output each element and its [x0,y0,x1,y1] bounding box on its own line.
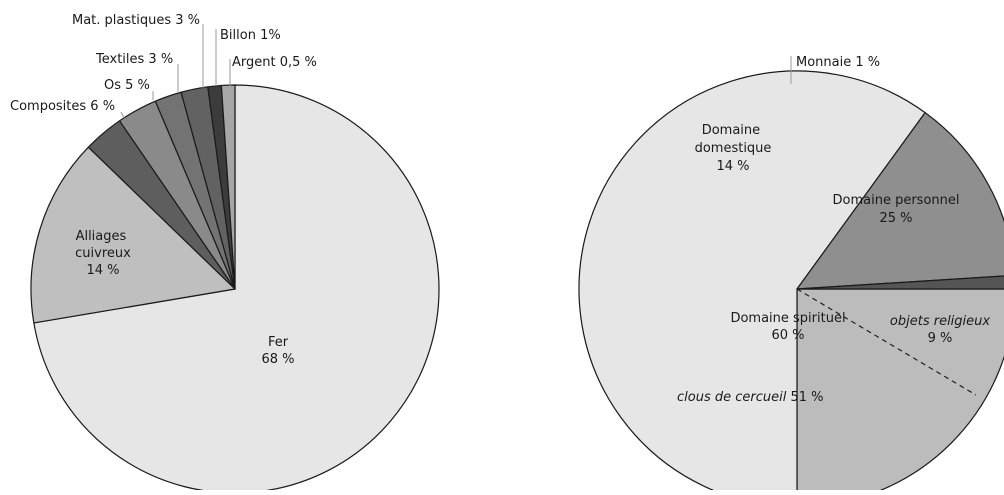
materials-slice-0 [33,84,440,494]
callout-plastiques: Mat. plastiques 3 % [72,13,200,28]
domains-slice-0 [796,288,1004,495]
domains-slice-2 [796,112,1004,290]
slice-label-spirituel: Domaine spirituel [730,311,845,326]
subpart-label-cercueil-value: 51 % [786,390,823,405]
slice-label-alliages-line1: Alliages [76,229,127,244]
domains-slice-3 [796,275,1004,290]
slice-value-alliages: 14 % [86,263,119,278]
slice-label-personnel: Domaine personnel [833,193,960,208]
slice-value-fer: 68 % [261,352,294,367]
slice-label-domestique: Domaine domestique [695,123,772,156]
subpart-label-religieux: objets religieux [890,314,990,329]
materials-slice-7 [220,84,236,290]
callout-monnaie: Monnaie 1 % [796,55,880,70]
subpart-value-religieux: 9 % [928,331,953,346]
leader-composites [120,111,125,119]
callout-lines-left [120,24,231,119]
slice-value-domestique: 14 % [716,159,749,174]
slice-value-personnel: 25 % [879,211,912,226]
callout-textiles: Textiles 3 % [95,52,173,67]
slice-label-domestique-line1: Domaine [702,123,760,138]
callout-argent: Argent 0,5 % [232,55,317,70]
domains-slice-1 [578,70,926,495]
callout-billon: Billon 1% [220,28,281,43]
slice-label-alliages-line2: cuivreux [75,246,131,261]
callout-composites: Composites 6 % [10,99,115,114]
spirituel-subdivision-line [796,288,977,396]
materials-slice-1 [30,146,236,324]
slice-label-fer: Fer [268,335,289,350]
pie-materials [30,84,440,494]
slice-label-alliages: Alliages cuivreux [75,229,131,261]
slice-value-spirituel: 60 % [771,328,804,343]
pie-domains [578,70,1004,495]
callout-os: Os 5 % [104,78,150,93]
subpart-label-cercueil-name: clous de cercueil [677,390,787,405]
slice-label-domestique-line2: domestique [695,141,772,156]
subpart-label-cercueil: clous de cercueil 51 % [677,390,824,405]
